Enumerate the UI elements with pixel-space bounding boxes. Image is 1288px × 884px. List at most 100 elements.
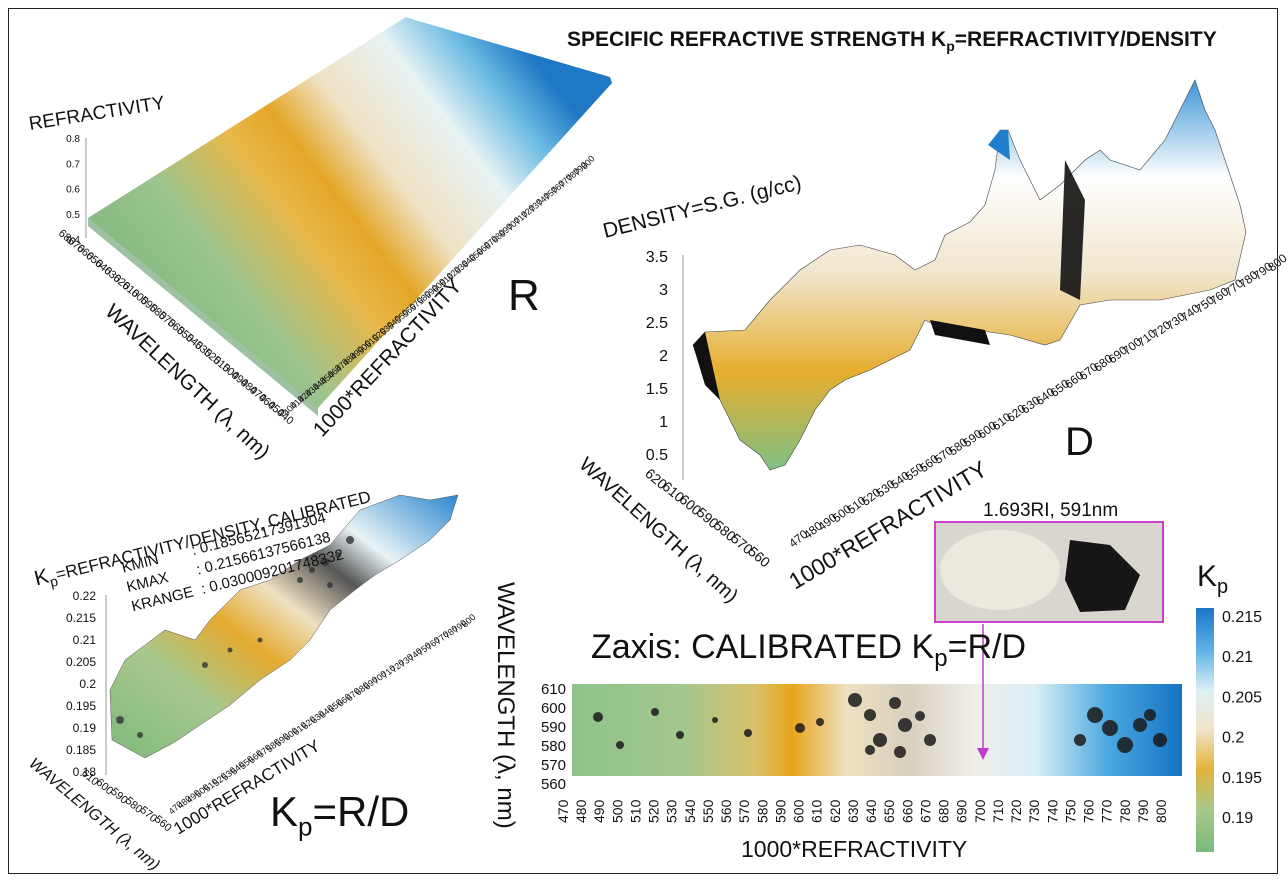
map-x-tick: 800 — [1153, 799, 1169, 823]
panel-r-z-tick: 0.7 — [66, 159, 80, 170]
figure-title-prefix: SPECIFIC REFRACTIVE STRENGTH K — [567, 28, 947, 51]
panel-k-z-tick: 0.19 — [73, 721, 97, 735]
map-x-tick: 590 — [773, 799, 789, 823]
panel-d-shadow-mid — [1060, 160, 1085, 300]
inset-pointer-head — [977, 748, 989, 760]
panel-k-letter: Kp=R/D — [270, 788, 409, 842]
map-y-tick: 590 — [541, 719, 566, 736]
heatmap-blob — [795, 723, 805, 733]
map-x-tick: 790 — [1135, 799, 1151, 823]
figure-title-suffix: =REFRACTIVITY/DENSITY — [954, 28, 1217, 51]
map-x-tick: 740 — [1044, 799, 1060, 823]
map-x-tick: 540 — [682, 799, 698, 823]
map-x-label: 1000*REFRACTIVITY — [741, 836, 967, 862]
panel-k-letter-sub: p — [298, 811, 313, 842]
panel-d-letter: D — [1065, 420, 1094, 464]
heatmap-blob — [593, 712, 603, 722]
panel-d-z-tick: 1.5 — [646, 381, 668, 398]
map-x-tick: 620 — [827, 799, 843, 823]
figure-title-sub: p — [946, 38, 955, 55]
map-title-suffix: =R/D — [947, 628, 1027, 666]
heatmap-blob — [865, 745, 875, 755]
map-y-ticks: 560 570 580 590 600 610 — [541, 681, 566, 793]
heatmap-blob — [915, 711, 925, 721]
colorbar-tick: 0.19 — [1222, 810, 1253, 827]
map-title: Zaxis: CALIBRATED Kp=R/D — [591, 628, 1026, 673]
heatmap-blob — [744, 729, 752, 737]
panel-k-letter-suffix: =R/D — [312, 788, 410, 835]
heatmap-blob — [651, 708, 659, 716]
panel-d-surface — [692, 79, 1247, 471]
colorbar-tick: 0.205 — [1222, 689, 1262, 706]
map-x-tick: 650 — [881, 799, 897, 823]
colorbar: 0.215 0.21 0.205 0.2 0.195 0.19 — [1196, 608, 1262, 852]
map-y-tick: 610 — [541, 681, 566, 698]
map-x-tick: 500 — [609, 799, 625, 823]
heatmap-blob — [924, 734, 936, 746]
panel-d-z-tick: 3.5 — [646, 249, 668, 266]
map-x-tick: 480 — [573, 799, 589, 823]
panel-d-shadow-left — [693, 332, 720, 400]
map-x-tick: 640 — [863, 799, 879, 823]
colorbar-ticks: 0.215 0.21 0.205 0.2 0.195 0.19 — [1222, 609, 1262, 827]
figure-frame — [8, 8, 1278, 874]
heatmap-blob — [1133, 718, 1147, 732]
map-x-tick: 710 — [990, 799, 1006, 823]
heatmap-blobs — [593, 693, 1167, 758]
colorbar-tick: 0.215 — [1222, 609, 1262, 626]
map-x-tick: 770 — [1099, 799, 1115, 823]
panel-k-dots — [116, 536, 354, 738]
panel-d-z-ticks: 0.5 1 1.5 2 2.5 3 3.5 — [646, 249, 668, 464]
panel-k-z-tick: 0.215 — [66, 611, 96, 625]
panel-r-letter: R — [508, 271, 540, 320]
heatmap-blob — [616, 741, 624, 749]
heatmap-blob — [1153, 733, 1167, 747]
panel-r-z-ticks: 0.4 0.5 0.6 0.7 0.8 — [66, 134, 80, 246]
panel-k-z-tick: 0.2 — [79, 677, 96, 691]
figure-title: SPECIFIC REFRACTIVE STRENGTH Kp=REFRACTI… — [567, 28, 1217, 54]
panel-k-z-tick: 0.205 — [66, 655, 96, 669]
panel-d-z-tick: 0.5 — [646, 447, 668, 464]
colorbar-tick: 0.2 — [1222, 730, 1244, 747]
colorbar-title: Kp — [1197, 560, 1228, 599]
heatmap-blob — [848, 693, 862, 707]
map-x-tick: 520 — [646, 799, 662, 823]
heatmap-blob — [873, 733, 887, 747]
map-x-tick: 750 — [1062, 799, 1078, 823]
map-x-tick: 680 — [936, 799, 952, 823]
panel-d-z-label: DENSITY=S.G. (g/cc) — [601, 171, 804, 243]
heatmap-blob — [676, 731, 684, 739]
map-x-ticks: 470 480 490 500 510 520 530 540 550 560 570 580 590 6… — [555, 799, 1169, 823]
map-y-tick: 600 — [541, 700, 566, 717]
inset-label: 1.693RI, 591nm — [983, 500, 1118, 521]
map-x-tick: 560 — [718, 799, 734, 823]
panel-k-letter-prefix: K — [270, 788, 299, 835]
heatmap-blob — [712, 717, 718, 723]
map-x-tick: 510 — [628, 799, 644, 823]
colorbar-gradient — [1196, 608, 1214, 852]
map-x-tick: 630 — [845, 799, 861, 823]
map-y-label: WAVELENGTH (λ, nm) — [492, 582, 519, 829]
panel-r-surface — [88, 17, 612, 408]
map-y-tick: 580 — [541, 738, 566, 755]
map-x-tick: 570 — [736, 799, 752, 823]
heatmap-blob — [894, 746, 906, 758]
heatmap-blob — [1074, 734, 1086, 746]
map-y-tick: 560 — [541, 776, 566, 793]
panel-r-z-tick: 0.6 — [66, 185, 80, 196]
map-x-tick: 610 — [809, 799, 825, 823]
heatmap-blob — [898, 718, 912, 732]
heatmap-blob — [1087, 707, 1103, 723]
map-title-prefix: Zaxis: CALIBRATED K — [591, 628, 935, 666]
panel-d-z-tick: 1 — [659, 414, 668, 431]
panel-r-z-tick: 0.8 — [66, 134, 80, 145]
heatmap-blob — [864, 709, 876, 721]
map-x-tick: 530 — [664, 799, 680, 823]
map-x-tick: 670 — [917, 799, 933, 823]
map-x-tick: 660 — [899, 799, 915, 823]
panel-r-surface-sides — [88, 218, 318, 416]
panel-k-z-tick: 0.195 — [66, 699, 96, 713]
heatmap-field — [572, 684, 1182, 776]
